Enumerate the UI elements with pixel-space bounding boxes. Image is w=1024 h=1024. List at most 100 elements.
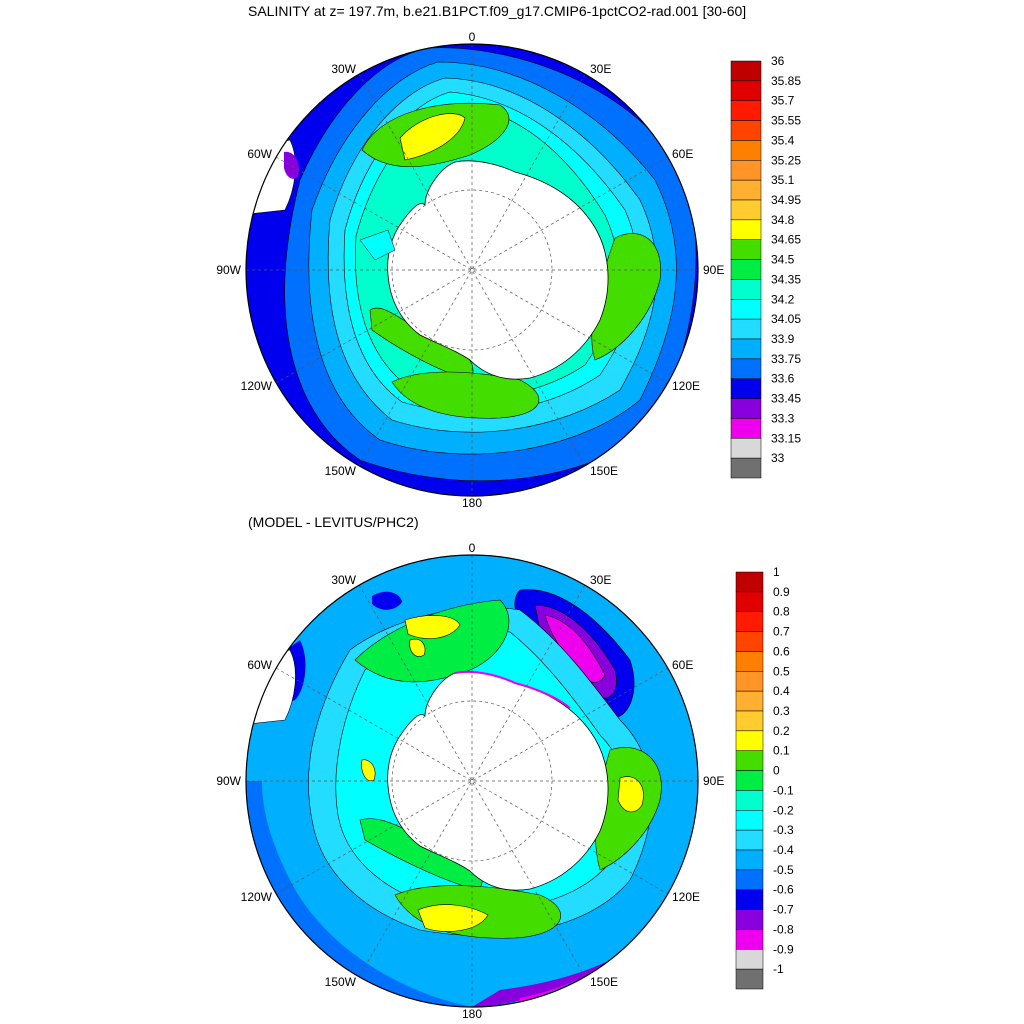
bottom-lon-label-30w: 30W xyxy=(331,573,356,587)
top-colorbar-swatch xyxy=(730,60,762,82)
top-colorbar-label: 34.65 xyxy=(771,233,801,247)
top-colorbar-label: 33 xyxy=(771,451,785,465)
top-lon-label-150e: 150E xyxy=(590,464,618,478)
top-lon-label-90e: 90E xyxy=(703,263,724,277)
bottom-colorbar-label: 0.1 xyxy=(773,744,790,758)
bottom-colorbar-label: -0.1 xyxy=(773,783,794,797)
bottom-colorbar-swatch xyxy=(735,810,764,831)
bottom-colorbar-swatch xyxy=(735,829,764,851)
bottom-colorbar-swatch xyxy=(735,770,764,791)
top-colorbar-swatch xyxy=(730,140,762,161)
bottom-colorbar-label: 0.8 xyxy=(773,605,790,619)
top-colorbar-label: 33.3 xyxy=(771,411,795,425)
bottom-lon-label-120w: 120W xyxy=(241,890,273,904)
top-colorbar-label: 35.25 xyxy=(771,153,801,167)
top-lon-label-180: 180 xyxy=(462,496,482,510)
bottom-colorbar-label: 0.9 xyxy=(773,585,790,599)
top-colorbar-label: 34.95 xyxy=(771,193,801,207)
bottom-colorbar-swatch xyxy=(735,889,764,910)
bottom-colorbar-label: -0.5 xyxy=(773,863,794,877)
bottom-colorbar-swatch xyxy=(735,690,764,712)
top-colorbar-swatch xyxy=(730,358,762,379)
bottom-colorbar-swatch xyxy=(735,909,764,930)
top-lon-label-60w: 60W xyxy=(247,147,272,161)
top-colorbar-label: 34.8 xyxy=(771,213,795,227)
top-colorbar-label: 34.5 xyxy=(771,253,795,267)
bottom-colorbar-swatch xyxy=(735,750,764,771)
bottom-lon-label-150w: 150W xyxy=(325,975,357,989)
top-colorbar-label: 36 xyxy=(771,54,785,68)
top-colorbar-swatch xyxy=(730,457,762,479)
bottom-colorbar-swatch xyxy=(735,611,764,632)
top-colorbar-swatch xyxy=(730,438,762,459)
top-colorbar-swatch xyxy=(730,259,762,280)
bottom-colorbar-label: 0.2 xyxy=(773,724,790,738)
top-lon-label-60e: 60E xyxy=(672,147,693,161)
top-colorbar-swatch xyxy=(730,378,762,399)
top-colorbar-swatch xyxy=(730,100,762,121)
bottom-lon-label-120e: 120E xyxy=(672,890,700,904)
top-lon-label-0: 0 xyxy=(469,30,476,44)
bottom-colorbar-swatch xyxy=(735,869,764,890)
bottom-lon-label-90w: 90W xyxy=(216,774,241,788)
top-lon-label-30w: 30W xyxy=(331,62,356,76)
top-colorbar-swatch xyxy=(730,279,762,300)
bottom-colorbar-label: -0.2 xyxy=(773,803,794,817)
bottom-colorbar-swatch xyxy=(735,790,764,811)
top-colorbar-label: 33.45 xyxy=(771,392,801,406)
bottom-colorbar-label: 0.4 xyxy=(773,684,790,698)
top-lon-label-120e: 120E xyxy=(672,379,700,393)
bottom-colorbar-swatch xyxy=(735,591,764,612)
top-polar-map: 0 30E 60E 90E 120E 150E 180 150W 120W 90… xyxy=(216,30,724,510)
bottom-lon-label-0: 0 xyxy=(469,541,476,555)
top-colorbar-label: 35.4 xyxy=(771,133,795,147)
bottom-colorbar-label: -0.7 xyxy=(773,903,794,917)
bottom-polar-map: 0 30E 60E 90E 120E 150E 180 150W 120W 90… xyxy=(216,541,724,1021)
top-colorbar-swatch xyxy=(730,120,762,141)
bottom-colorbar-swatch xyxy=(735,730,764,751)
top-lon-label-30e: 30E xyxy=(590,62,611,76)
bottom-colorbar-swatch xyxy=(735,671,764,692)
top-lon-label-150w: 150W xyxy=(325,464,357,478)
top-colorbar-label: 33.6 xyxy=(771,372,795,386)
top-colorbar-label: 34.35 xyxy=(771,272,801,286)
bottom-colorbar-swatch xyxy=(735,631,764,652)
bottom-colorbar-label: 0.7 xyxy=(773,625,790,639)
top-colorbar-swatch xyxy=(730,199,762,221)
top-colorbar-label: 35.85 xyxy=(771,74,801,88)
bottom-colorbar-swatch xyxy=(735,571,764,593)
bottom-colorbar-swatch xyxy=(735,949,764,970)
bottom-lon-label-150e: 150E xyxy=(590,975,618,989)
top-colorbar-label: 33.9 xyxy=(771,332,795,346)
top-colorbar-swatch xyxy=(730,318,762,340)
bottom-colorbar: 1 0.9 0.8 0.7 0.6 0.5 0.4 0.3 0.2 0.1 0 -0.1 -0.2 -0.… xyxy=(735,565,794,990)
bottom-lon-label-60e: 60E xyxy=(672,658,693,672)
top-colorbar-label: 34.2 xyxy=(771,292,795,306)
top-colorbar-swatch xyxy=(730,160,762,181)
top-colorbar-swatch xyxy=(730,418,762,439)
top-lon-label-120w: 120W xyxy=(241,379,273,393)
bottom-colorbar-label: 0.3 xyxy=(773,704,790,718)
bottom-lon-label-90e: 90E xyxy=(703,774,724,788)
bottom-colorbar-label: 0.5 xyxy=(773,664,790,678)
bottom-colorbar-swatch xyxy=(735,929,764,950)
bottom-colorbar-label: -0.3 xyxy=(773,823,794,837)
top-colorbar-swatch xyxy=(730,299,762,320)
top-colorbar-label: 35.1 xyxy=(771,173,795,187)
bottom-colorbar-label: -0.8 xyxy=(773,922,794,936)
bottom-colorbar-label: -0.9 xyxy=(773,942,794,956)
bottom-colorbar-swatch xyxy=(735,710,764,732)
top-colorbar-swatch xyxy=(730,239,762,260)
top-map-title: SALINITY at z= 197.7m, b.e21.B1PCT.f09_g… xyxy=(248,3,747,19)
bottom-colorbar-swatch xyxy=(735,968,764,990)
bottom-lon-label-180: 180 xyxy=(462,1007,482,1021)
bottom-colorbar-label: -1 xyxy=(773,962,784,976)
top-colorbar: 36 35.85 35.7 35.55 35.4 35.25 35.1 34.95 34.8 34… xyxy=(730,54,801,479)
bottom-colorbar-swatch xyxy=(735,651,764,672)
top-colorbar-label: 33.15 xyxy=(771,431,801,445)
top-colorbar-label: 35.55 xyxy=(771,114,801,128)
top-colorbar-label: 34.05 xyxy=(771,312,801,326)
top-colorbar-swatch xyxy=(730,338,762,360)
top-colorbar-swatch xyxy=(730,179,762,201)
bottom-colorbar-swatch xyxy=(735,849,764,871)
